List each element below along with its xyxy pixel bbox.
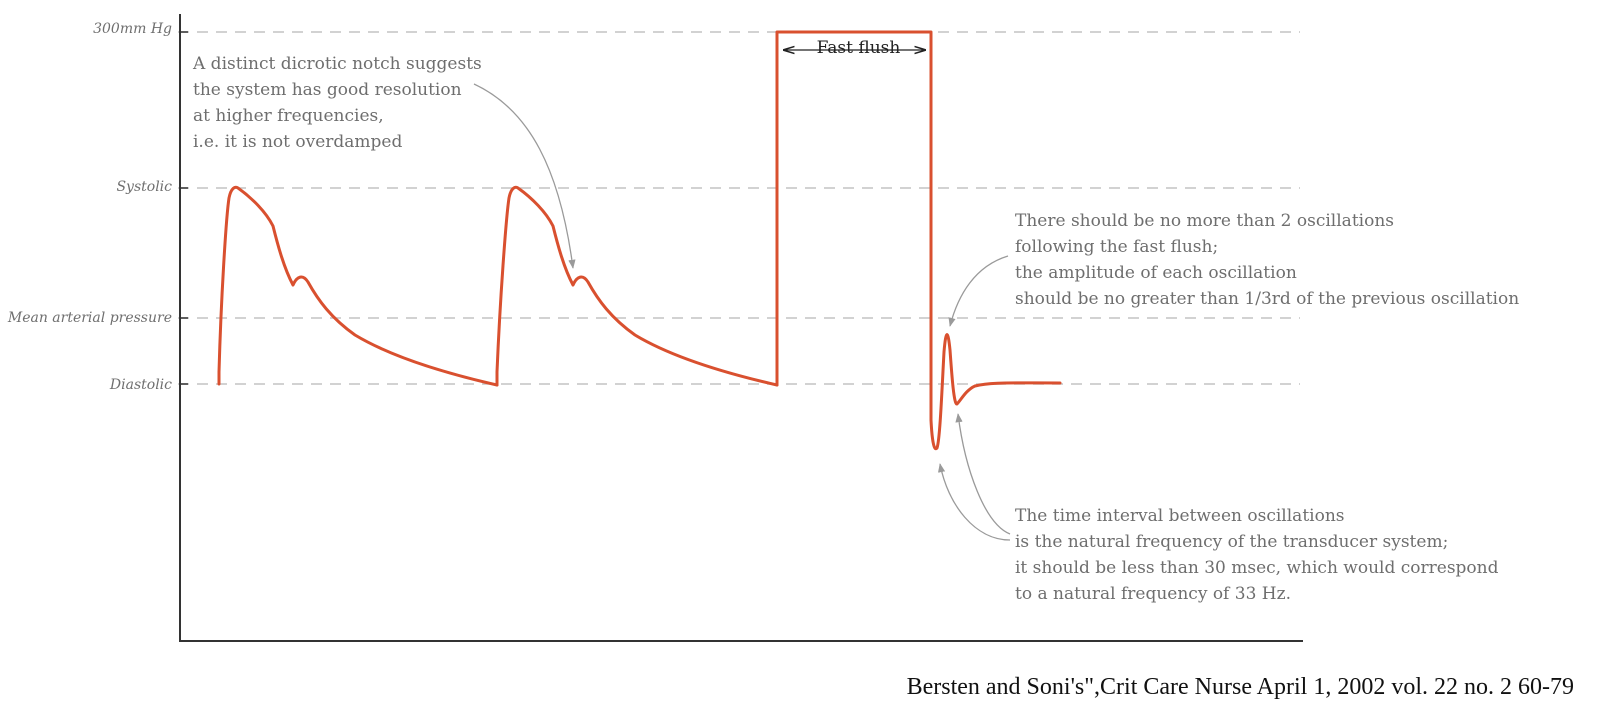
arterial-pulse-2 [495,185,779,387]
interval-arrow-lower [937,463,1011,541]
note-line: is the natural frequency of the transduc… [1015,532,1449,552]
dicrotic-notch-note: A distinct dicrotic notch suggests the s… [193,51,482,155]
natural-frequency-note: The time interval between oscillations i… [1015,503,1499,607]
label-300mmhg: 300mm Hg [93,21,172,37]
dicrotic-notch-arrow [473,83,576,269]
note-line: should be no greater than 1/3rd of the p… [1015,289,1520,309]
note-line: The time interval between oscillations [1015,506,1345,526]
label-diastolic: Diastolic [109,377,172,393]
arterial-pulse-1 [217,185,499,387]
note-line: to a natural frequency of 33 Hz. [1015,584,1291,604]
label-systolic: Systolic [116,179,172,195]
note-line: the system has good resolution [193,80,462,100]
oscillation-amplitude-arrow [948,255,1009,327]
note-line: at higher frequencies, [193,106,384,126]
label-mean-arterial-pressure: Mean arterial pressure [7,310,172,326]
note-line: the amplitude of each oscillation [1015,263,1297,283]
note-line: following the fast flush; [1015,237,1219,257]
interval-arrow-upper [955,413,1011,535]
fast-flush-label: Fast flush [816,38,901,58]
note-line: i.e. it is not overdamped [193,132,403,152]
oscillations-note: There should be no more than 2 oscillati… [1015,208,1519,312]
citation: Bersten and Soni's",Crit Care Nurse Apri… [906,674,1574,700]
fast-flush-square-wave [775,30,1062,451]
note-line: There should be no more than 2 oscillati… [1015,211,1394,231]
note-line: it should be less than 30 msec, which wo… [1015,558,1499,578]
note-line: A distinct dicrotic notch suggests [193,54,482,74]
